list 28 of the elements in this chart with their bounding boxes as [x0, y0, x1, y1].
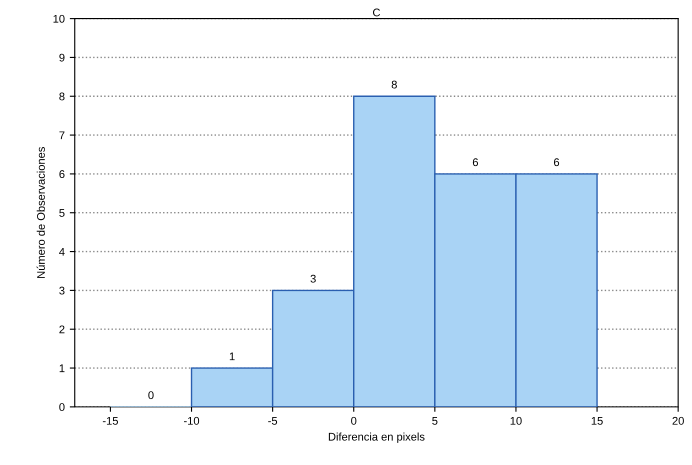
y-tick-label: 4 — [59, 248, 65, 256]
y-axis-title: Número de Observaciones — [36, 147, 45, 278]
data-label: 6 — [554, 158, 560, 166]
x-tick-label: -10 — [184, 416, 200, 425]
data-label: 8 — [392, 80, 397, 89]
x-tick-label: 0 — [351, 416, 356, 425]
x-tick-label: 15 — [592, 417, 603, 425]
data-label: 6 — [472, 158, 478, 166]
data-label: 1 — [230, 352, 235, 360]
y-tick-label: 1 — [60, 364, 64, 372]
y-tick-label: 3 — [59, 286, 65, 295]
y-tick-label: 6 — [59, 170, 65, 178]
y-tick-label: 0 — [59, 403, 65, 412]
x-tick-label: 5 — [432, 417, 438, 425]
x-tick-label: -15 — [102, 417, 118, 425]
x-tick-label: 10 — [510, 416, 522, 425]
data-label: 0 — [148, 391, 154, 400]
y-tick-label: 5 — [59, 209, 65, 217]
y-tick-label: 7 — [59, 131, 64, 140]
x-tick-label: 20 — [672, 416, 684, 425]
chart-title: C — [373, 8, 380, 16]
x-axis-title: Diferencia en pixels — [328, 432, 425, 443]
y-tick-label: 9 — [59, 54, 64, 62]
data-label: 3 — [310, 274, 316, 283]
y-tick-label: 8 — [59, 92, 65, 100]
y-tick-label: 10 — [54, 14, 65, 23]
x-tick-label: -5 — [268, 417, 278, 425]
y-tick-label: 2 — [59, 325, 64, 334]
